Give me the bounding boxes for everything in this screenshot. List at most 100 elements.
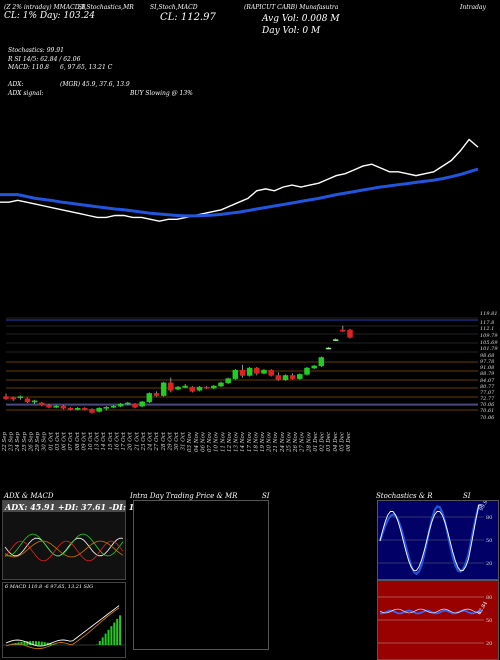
macd-histogram-bar: [32, 641, 35, 645]
candle-body: [89, 409, 95, 413]
date-tick-label: 24 Sep: [15, 432, 21, 453]
candle-body: [246, 367, 253, 376]
macd-histogram-bar: [20, 641, 23, 645]
close-price-label: CL: 112.97: [160, 12, 216, 23]
stoch-level-label: 80: [486, 515, 492, 521]
date-tick-label: 22 Sep: [2, 432, 8, 453]
date-tick-label: 27 Nov: [300, 431, 306, 453]
adx-line-2: [4, 540, 124, 562]
candle-body: [196, 386, 203, 391]
price-tick-label: 88.79: [480, 371, 495, 377]
candle-body: [347, 329, 353, 338]
adx-label: ADX:: [8, 81, 24, 88]
macd-histogram-bar: [110, 626, 113, 645]
candle-body: [132, 403, 138, 408]
candle-body: [125, 402, 131, 405]
price-tick-label: 70.06: [480, 402, 495, 408]
candle-body: [74, 408, 81, 410]
candle-body: [218, 382, 224, 387]
stoch-panel-title: Stochastics & R: [376, 492, 433, 500]
date-tick-label: 27 Oct: [154, 431, 160, 451]
macd-histogram-bar: [119, 615, 122, 645]
price-tick-label: 117.8: [480, 320, 494, 326]
macd-values: 6, 97.65, 13.21 C: [60, 64, 113, 71]
candle-body: [282, 375, 289, 380]
date-tick-label: 01 Dec: [313, 432, 319, 452]
stochastics-plot: 80 50 20 99.91: [378, 501, 492, 576]
candle-body: [182, 385, 188, 388]
price-tick-label: 70.06: [480, 415, 495, 421]
macd-histogram-bar: [26, 641, 29, 645]
candle-body: [304, 367, 310, 375]
adx-values: (MGR) 45.9, 37.6, 13.9: [60, 81, 130, 88]
candle-body: [53, 405, 59, 408]
candle-body: [31, 400, 38, 403]
date-tick-label: 02 Dec: [320, 432, 326, 452]
date-tick-label: 11 Nov: [220, 431, 226, 452]
candle-body: [117, 403, 124, 407]
stoch-level-label: 50: [486, 538, 492, 544]
header-label-2: SI,Stochastics,MR: [78, 4, 134, 11]
candle-body: [232, 369, 239, 379]
stochastics-label: Stochastics: 99.91: [8, 47, 64, 54]
candle-body: [153, 393, 160, 396]
macd-histogram-bar: [23, 641, 26, 645]
candle-body: [168, 382, 174, 391]
price-tick-label: 70.61: [480, 408, 494, 414]
candle-body: [160, 382, 167, 396]
date-tick-label: 23 Oct: [141, 431, 147, 451]
stoch-level-label: 20: [486, 561, 492, 567]
candle-body: [175, 386, 181, 390]
candle-body: [325, 347, 332, 350]
date-tick-label: 03 Nov: [187, 431, 193, 452]
macd-histogram-bar: [107, 629, 110, 645]
adx-panel-title: ADX & MACD: [4, 492, 54, 500]
date-tick-label: 03 Oct: [55, 431, 61, 450]
price-tick-label: 72.77: [480, 396, 495, 402]
candle-body: [60, 405, 67, 409]
macd-label: MACD: 110.8: [8, 64, 49, 71]
date-tick-label: 23 Sep: [9, 432, 15, 453]
date-tick-label: 18 Nov: [253, 431, 259, 452]
stoch-panel-si: SI: [463, 492, 471, 500]
adx-signal-text: BUY Slowing @ 13%: [130, 90, 193, 97]
candle-body: [275, 375, 282, 380]
avg-vol-label: Avg Vol: 0.008 M: [262, 14, 340, 24]
candle-body: [146, 393, 153, 403]
date-tick-label: 13 Oct: [95, 431, 101, 450]
date-tick-label: 25 Sep: [22, 432, 28, 453]
stoch-last-value: 99.91: [479, 501, 491, 512]
macd-line-0: [5, 605, 120, 647]
candle-body: [318, 357, 325, 367]
candle-body: [211, 385, 217, 389]
date-tick-label: 09 Oct: [81, 431, 87, 450]
price-tick-label: 91.08: [480, 365, 494, 371]
candle-body: [254, 367, 260, 374]
adx-line-1: [4, 533, 124, 557]
date-tick-label: 17 Nov: [247, 431, 253, 452]
date-tick-label: 20 Nov: [267, 431, 273, 453]
date-tick-label: 07 Nov: [207, 431, 213, 452]
candle-body: [340, 329, 346, 332]
rsi-last-value: 62.84: [477, 601, 489, 616]
candle-body: [103, 406, 110, 409]
candle-body: [139, 401, 145, 407]
candle-body: [311, 365, 317, 369]
candle-body: [82, 408, 88, 410]
date-tick-label: 17 Oct: [121, 431, 127, 450]
date-tick-label: 05 Dec: [339, 432, 345, 452]
macd-histogram-bar: [37, 641, 40, 645]
macd-histogram-bar: [98, 640, 101, 645]
header-label-3: SI,Stoch,MACD: [150, 4, 198, 11]
macd-histogram-bar: [40, 641, 43, 645]
intraday-panel: [133, 500, 269, 650]
date-tick-label: 14 Oct: [101, 431, 107, 450]
date-tick-label: 30 Sep: [42, 432, 48, 452]
candle-body: [39, 402, 45, 406]
macd-histogram-bar: [113, 622, 116, 645]
date-tick-label: 28 Oct: [161, 431, 167, 451]
macd-panel-label: 6 MACD 110.8 -6 97.65, 13.21 SIG: [5, 584, 94, 590]
price-tick-label: 80.77: [480, 384, 495, 390]
rsi-plot: 80 50 20 62.84: [378, 595, 492, 647]
macd-histogram-bar: [35, 641, 37, 645]
